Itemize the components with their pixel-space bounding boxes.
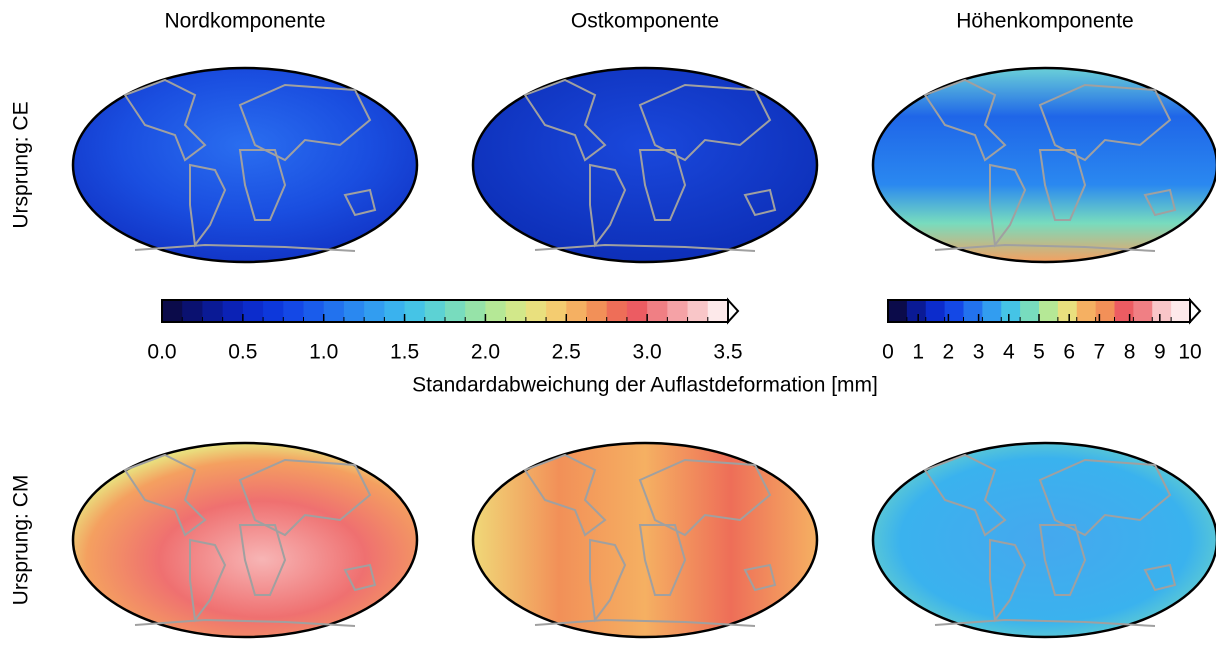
colorbar-segment [1039, 300, 1058, 322]
colorbar-tick-label: 1.0 [309, 341, 338, 364]
colorbar-tick-label: 1 [912, 341, 924, 364]
map-cm-nord [73, 443, 417, 637]
colorbar-tick-label: 0 [882, 341, 894, 364]
colorbar-segment [1115, 300, 1134, 322]
colorbar-tick-label: 9 [1154, 341, 1166, 364]
colorbar-tick-label: 7 [1094, 341, 1106, 364]
row-label: Ursprung: CE [10, 101, 33, 228]
colorbar-segment [263, 300, 284, 322]
colorbar-tick-label: 4 [1003, 341, 1015, 364]
colorbar-segment [1077, 300, 1096, 322]
colorbar-segment [405, 300, 426, 322]
colorbar-segment [647, 300, 668, 322]
colorbar-segment [667, 300, 688, 322]
map-ce-nord [73, 68, 417, 262]
colorbar-segment [485, 300, 506, 322]
colorbar-segment [202, 300, 223, 322]
colorbar-segment [243, 300, 264, 322]
column-title: Nordkomponente [164, 10, 325, 33]
colorbar-tick-label: 5 [1033, 341, 1045, 364]
colorbar-segment [926, 300, 945, 322]
colorbar-tick-label: 3.0 [633, 341, 662, 364]
colorbar-segment [506, 300, 527, 322]
colorbar-tick-label: 0.0 [147, 341, 176, 364]
colorbar-segment [283, 300, 304, 322]
colorbar-tick-label: 8 [1124, 341, 1136, 364]
colorbar-segment [304, 300, 325, 322]
colorbar-segment [688, 300, 709, 322]
colorbar-segment [1152, 300, 1171, 322]
colorbar-segment [982, 300, 1001, 322]
map-cm-hoehe [873, 443, 1216, 637]
colorbar-segment [364, 300, 385, 322]
colorbar-tick-label: 6 [1063, 341, 1075, 364]
colorbar-tick-label: 10 [1178, 341, 1201, 364]
colorbar-segment [708, 300, 729, 322]
colorbar-tick-label: 2.0 [471, 341, 500, 364]
colorbar-tick-label: 2.5 [552, 341, 581, 364]
colorbar-segment [162, 300, 183, 322]
colorbar-segment [1001, 300, 1020, 322]
colorbar-segment [182, 300, 203, 322]
column-title: Höhenkomponente [956, 10, 1133, 33]
colorbar-segment [1058, 300, 1077, 322]
colorbar-segment [425, 300, 446, 322]
colorbar-segment [445, 300, 466, 322]
colorbar-segment [627, 300, 648, 322]
colorbar-label: Standardabweichung der Auflastdeformatio… [412, 374, 878, 397]
colorbar-extend [728, 300, 738, 322]
figure: Standardabweichung der Auflastdeformatio… [0, 0, 1216, 644]
colorbar-tick-label: 0.5 [228, 341, 257, 364]
colorbar-tick-label: 1.5 [390, 341, 419, 364]
colorbar-segment [907, 300, 926, 322]
colorbar-segment [1171, 300, 1190, 322]
colorbar-extend [1190, 300, 1200, 322]
colorbar-segment [888, 300, 907, 322]
colorbar-segment [964, 300, 983, 322]
colorbar-tick-label: 3.5 [713, 341, 742, 364]
map-cm-ost [473, 443, 817, 637]
row-label: Ursprung: CM [10, 475, 33, 606]
colorbar-segment [465, 300, 486, 322]
colorbar-segment [1133, 300, 1152, 322]
colorbar-tick-label: 2 [943, 341, 955, 364]
colorbar-segment [1096, 300, 1115, 322]
colorbar-segment [526, 300, 547, 322]
column-title: Ostkomponente [571, 10, 719, 33]
colorbar-segment [945, 300, 964, 322]
colorbar-segment [546, 300, 567, 322]
map-ce-hoehe [873, 68, 1216, 262]
colorbar-tick-label: 3 [973, 341, 985, 364]
colorbar-segment [223, 300, 244, 322]
colorbar-segment [384, 300, 405, 322]
colorbar-segment [566, 300, 587, 322]
colorbar-segment [324, 300, 345, 322]
colorbar-segment [587, 300, 608, 322]
colorbar-segment [607, 300, 628, 322]
map-ce-ost [473, 68, 817, 262]
colorbar-segment [1020, 300, 1039, 322]
colorbar-segment [344, 300, 365, 322]
